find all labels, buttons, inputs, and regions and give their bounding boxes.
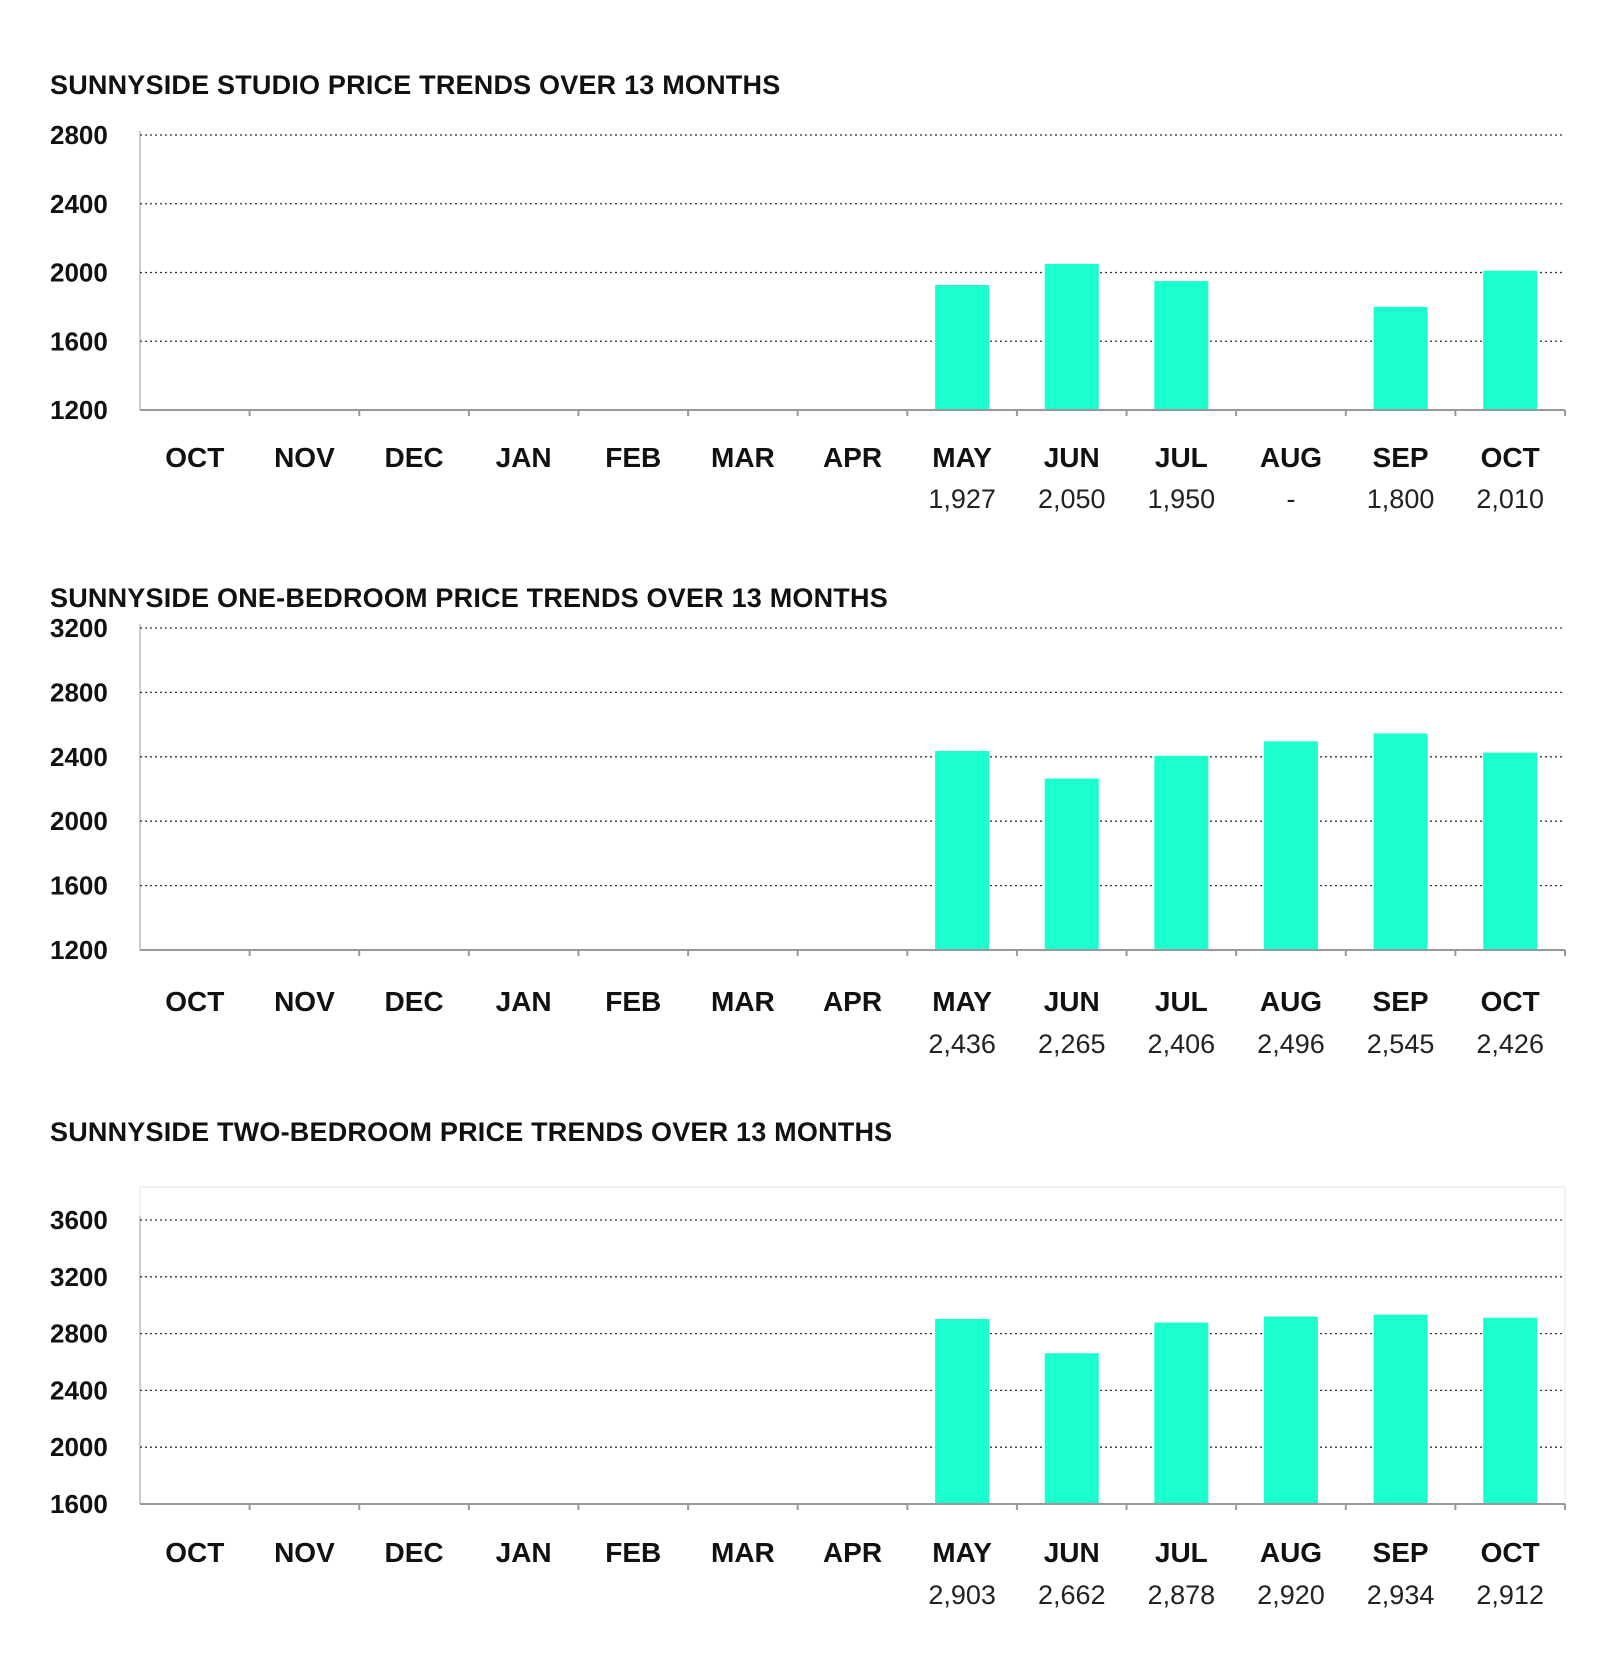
y-tick-label: 2800 xyxy=(50,1319,108,1349)
chart-title-studio: SUNNYSIDE STUDIO PRICE TRENDS OVER 13 MO… xyxy=(50,70,781,100)
y-tick-label: 3200 xyxy=(50,613,108,643)
x-tick-label: FEB xyxy=(605,442,661,473)
y-tick-label: 2800 xyxy=(50,120,108,150)
bar xyxy=(1263,741,1318,950)
x-tick-label: MAR xyxy=(711,442,775,473)
data-label: 2,265 xyxy=(1038,1029,1106,1059)
data-label: 2,406 xyxy=(1148,1029,1216,1059)
x-tick-label: JAN xyxy=(496,1537,552,1568)
bar xyxy=(935,1318,990,1504)
x-tick-label: OCT xyxy=(165,442,224,473)
data-label: 2,878 xyxy=(1148,1580,1216,1610)
x-tick-label: APR xyxy=(823,442,882,473)
bar xyxy=(1154,1322,1209,1504)
chart-title-two-bedroom: SUNNYSIDE TWO-BEDROOM PRICE TRENDS OVER … xyxy=(50,1117,893,1147)
x-tick-label: JUL xyxy=(1155,986,1208,1017)
x-tick-label: DEC xyxy=(384,986,443,1017)
x-tick-label: JUN xyxy=(1044,442,1100,473)
data-label: 2,662 xyxy=(1038,1580,1106,1610)
x-tick-label: JUN xyxy=(1044,986,1100,1017)
x-tick-label: OCT xyxy=(165,986,224,1017)
data-label: 1,950 xyxy=(1148,484,1216,514)
bar xyxy=(935,285,990,410)
y-tick-label: 2000 xyxy=(50,1432,108,1462)
x-tick-label: DEC xyxy=(384,1537,443,1568)
y-tick-label: 1600 xyxy=(50,326,108,356)
y-tick-label: 1600 xyxy=(50,1489,108,1519)
data-label: 2,050 xyxy=(1038,484,1106,514)
y-tick-label: 1200 xyxy=(50,935,108,965)
x-tick-label: APR xyxy=(823,1537,882,1568)
bar xyxy=(1483,1317,1538,1504)
x-tick-label: JUL xyxy=(1155,1537,1208,1568)
chart-studio: 1200 1600 2000 2400 2800 OCT NOV DEC JAN FEB MAR AP… xyxy=(50,120,1566,514)
y-tick-label: 3600 xyxy=(50,1205,108,1235)
x-tick-label: JAN xyxy=(496,986,552,1017)
x-tick-label: MAY xyxy=(932,442,992,473)
y-tick-label: 1200 xyxy=(50,395,108,425)
data-label: 2,920 xyxy=(1257,1580,1325,1610)
x-tick-label: SEP xyxy=(1373,1537,1429,1568)
plot-frame xyxy=(139,1186,1566,1505)
bar xyxy=(1154,281,1209,410)
bar xyxy=(1373,306,1428,410)
bar xyxy=(935,751,990,950)
x-tick-label: DEC xyxy=(384,442,443,473)
y-tick-label: 2000 xyxy=(50,258,108,288)
data-label: 2,426 xyxy=(1476,1029,1544,1059)
bar xyxy=(1044,1353,1099,1504)
bar xyxy=(1154,755,1209,950)
data-label: 2,903 xyxy=(928,1580,996,1610)
x-tick-label: APR xyxy=(823,986,882,1017)
x-tick-label: MAR xyxy=(711,1537,775,1568)
bar xyxy=(1483,752,1538,950)
y-tick-label: 1600 xyxy=(50,871,108,901)
x-tick-label: OCT xyxy=(1481,986,1540,1017)
y-tick-label: 2400 xyxy=(50,1375,108,1405)
data-label: - xyxy=(1286,484,1295,514)
x-tick-label: JUN xyxy=(1044,1537,1100,1568)
x-tick-label: FEB xyxy=(605,1537,661,1568)
x-tick-label: MAY xyxy=(932,1537,992,1568)
x-tick-label: MAY xyxy=(932,986,992,1017)
data-label: 1,927 xyxy=(928,484,996,514)
bar xyxy=(1373,733,1428,950)
x-tick-label: AUG xyxy=(1260,442,1322,473)
x-tick-label: MAR xyxy=(711,986,775,1017)
bar xyxy=(1044,263,1099,410)
bar xyxy=(1044,778,1099,950)
x-tick-label: NOV xyxy=(274,442,335,473)
data-label: 2,912 xyxy=(1476,1580,1544,1610)
x-tick-label: OCT xyxy=(1481,1537,1540,1568)
x-tick-label: OCT xyxy=(1481,442,1540,473)
x-tick-label: AUG xyxy=(1260,986,1322,1017)
x-tick-label: NOV xyxy=(274,1537,335,1568)
data-label: 2,010 xyxy=(1476,484,1544,514)
y-tick-label: 2800 xyxy=(50,677,108,707)
x-tick-label: JAN xyxy=(496,442,552,473)
y-tick-label: 3200 xyxy=(50,1262,108,1292)
data-label: 2,545 xyxy=(1367,1029,1435,1059)
bar xyxy=(1263,1316,1318,1504)
x-tick-label: FEB xyxy=(605,986,661,1017)
chart-title-one-bedroom: SUNNYSIDE ONE-BEDROOM PRICE TRENDS OVER … xyxy=(50,583,888,613)
x-tick-label: JUL xyxy=(1155,442,1208,473)
x-tick-label: OCT xyxy=(165,1537,224,1568)
y-tick-label: 2000 xyxy=(50,806,108,836)
x-tick-label: NOV xyxy=(274,986,335,1017)
data-label: 2,934 xyxy=(1367,1580,1435,1610)
x-tick-label: AUG xyxy=(1260,1537,1322,1568)
x-tick-label: SEP xyxy=(1373,442,1429,473)
bar xyxy=(1483,270,1538,410)
chart-one-bedroom: 1200 1600 2000 2400 2800 3200 OCT NOV DEC JAN FEB M… xyxy=(50,613,1566,1059)
data-label: 2,496 xyxy=(1257,1029,1325,1059)
y-tick-label: 2400 xyxy=(50,742,108,772)
y-tick-label: 2400 xyxy=(50,189,108,219)
data-label: 1,800 xyxy=(1367,484,1435,514)
x-tick-label: SEP xyxy=(1373,986,1429,1017)
bar xyxy=(1373,1314,1428,1504)
data-label: 2,436 xyxy=(928,1029,996,1059)
chart-two-bedroom: 1600 2000 2400 2800 3200 3600 OCT NOV DEC JAN FEB M… xyxy=(50,1186,1566,1610)
